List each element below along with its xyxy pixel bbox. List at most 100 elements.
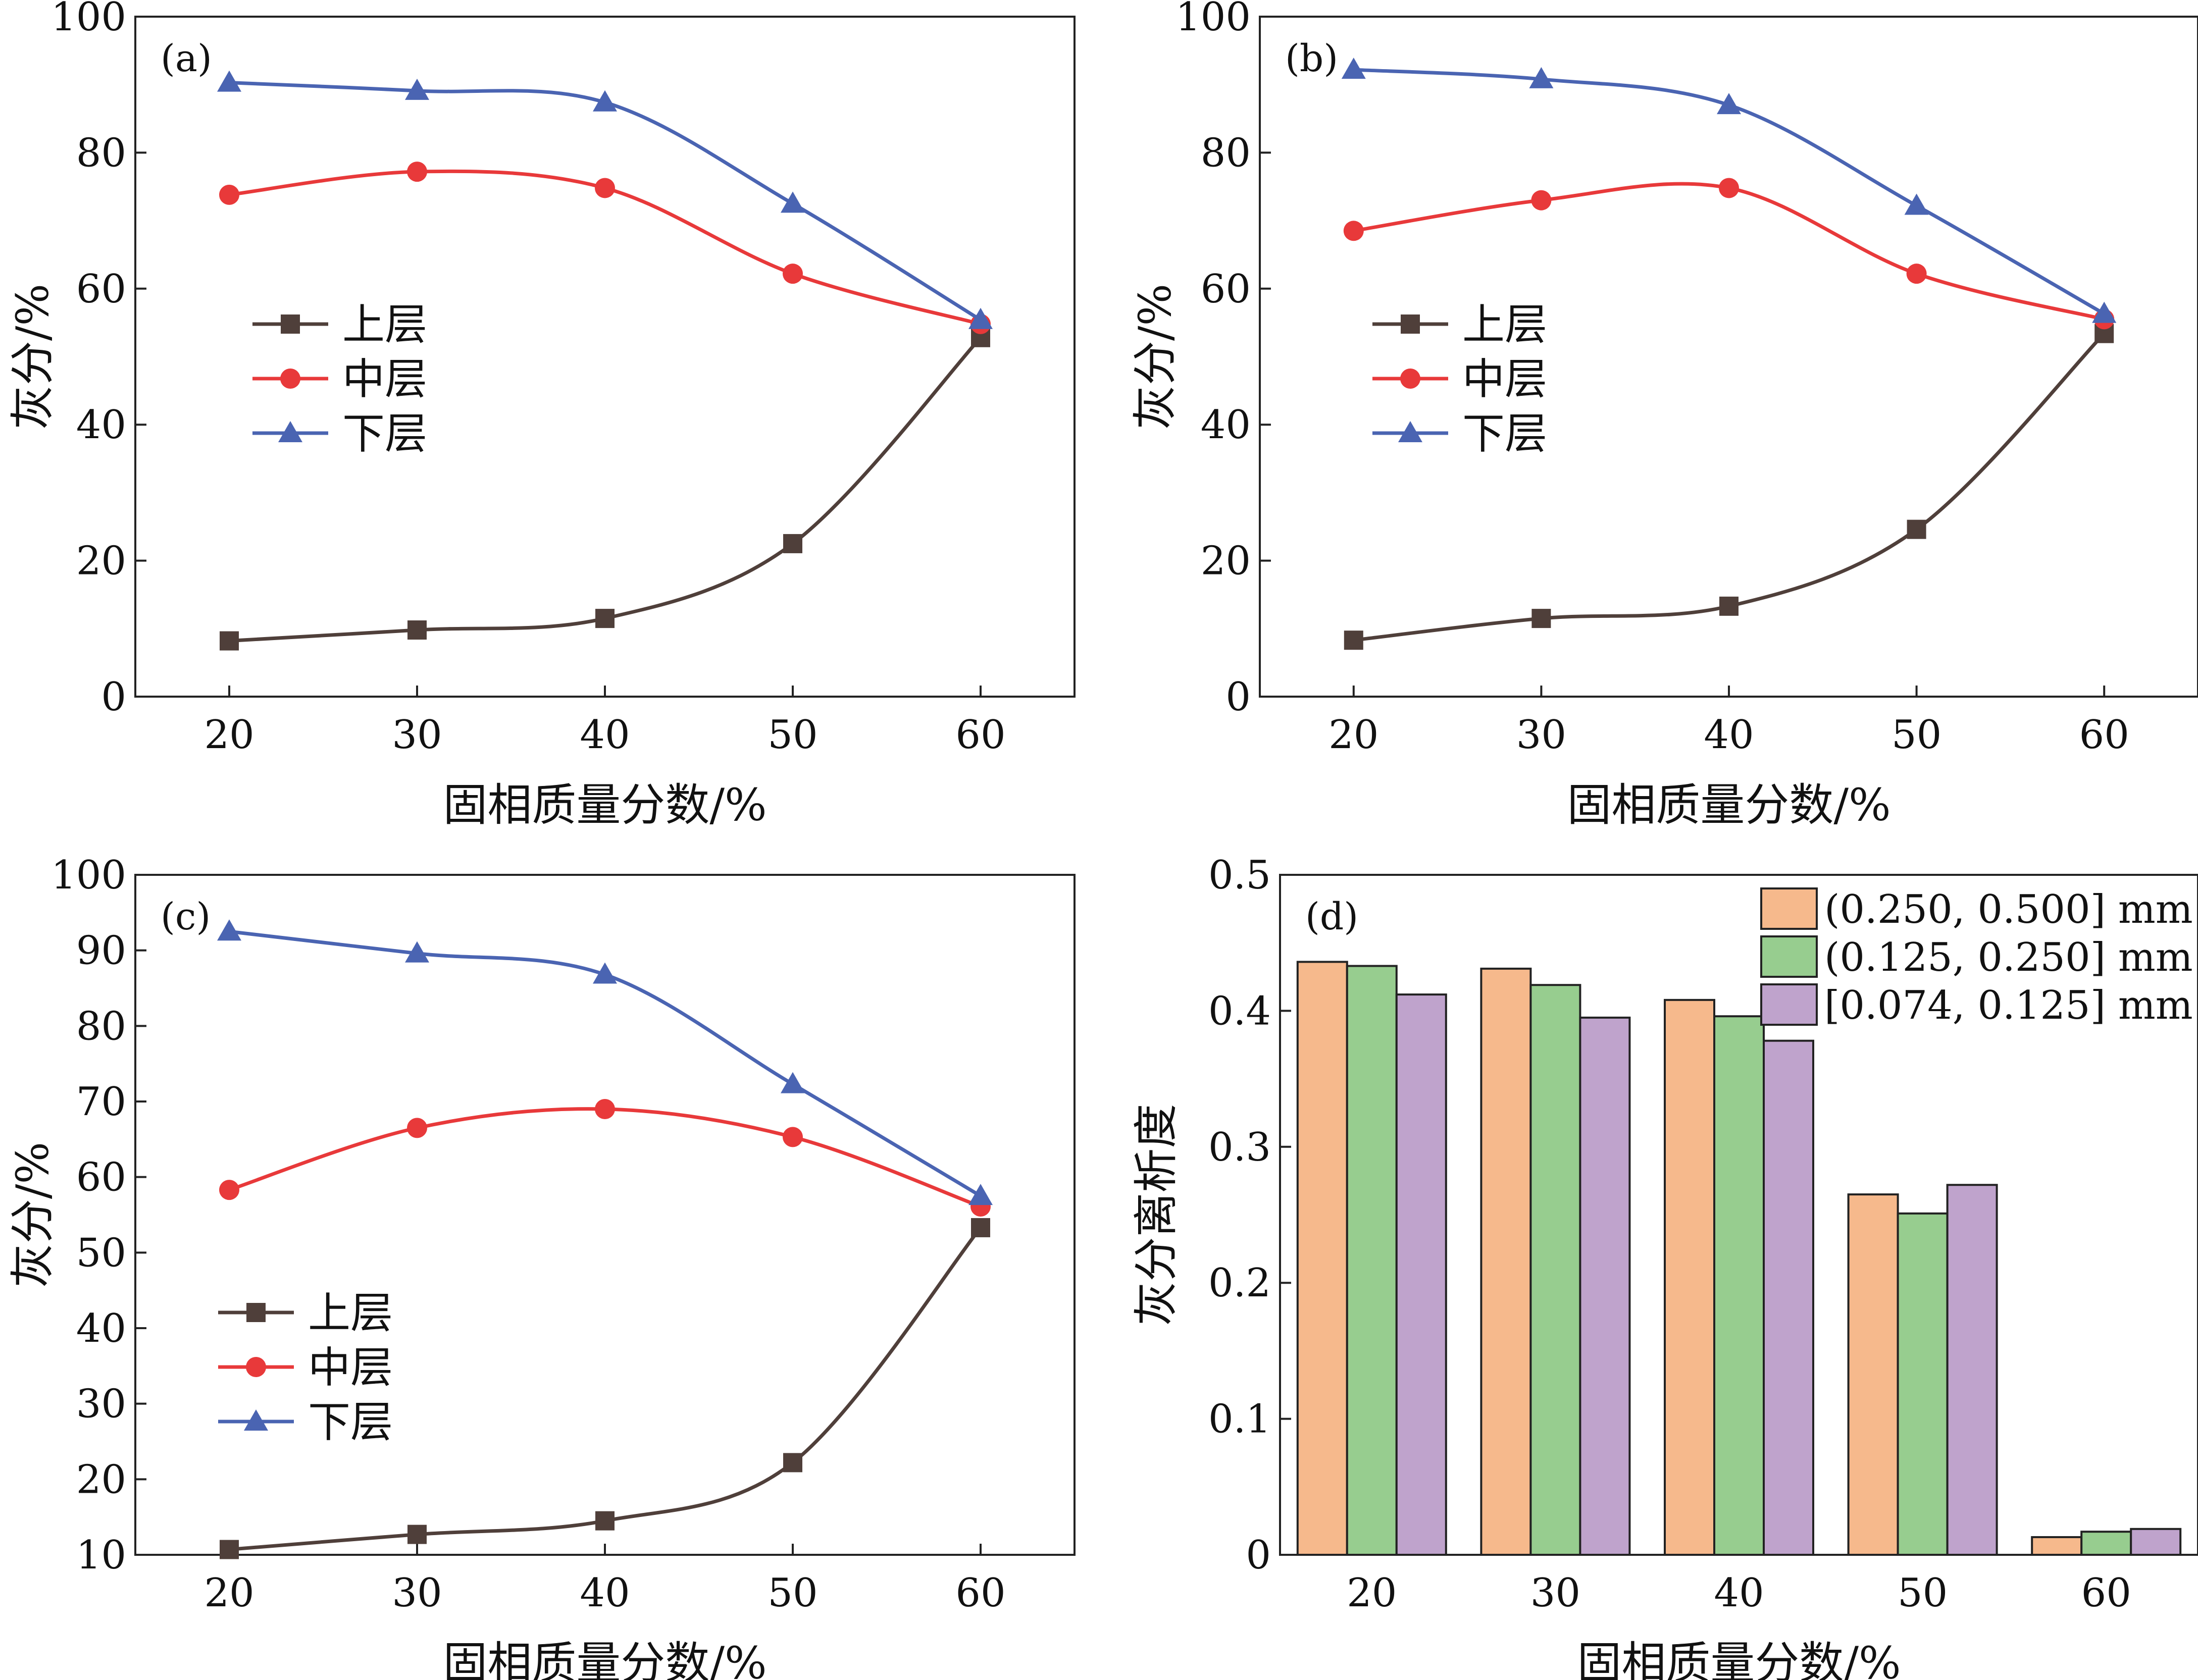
- x-tick-label: 30: [1530, 1570, 1580, 1616]
- legend-swatch: [1760, 887, 1818, 930]
- data-point: [971, 1218, 990, 1237]
- data-point: [1341, 58, 1366, 79]
- bar: [1763, 1039, 1814, 1556]
- panel-label: (a): [161, 37, 212, 80]
- data-point: [1531, 190, 1552, 211]
- data-point: [783, 264, 803, 284]
- y-tick-label: 100: [51, 0, 126, 40]
- y-tick-label: 0: [101, 674, 126, 720]
- data-point: [968, 307, 993, 329]
- x-tick-label: 40: [1704, 712, 1754, 758]
- legend-marker: [1400, 369, 1420, 389]
- series-line: [229, 336, 982, 643]
- legend-marker: [280, 369, 300, 389]
- bar: [1346, 965, 1398, 1556]
- series-line: [1353, 332, 2106, 642]
- data-point: [595, 609, 615, 628]
- x-axis-title: 固相质量分数/%: [1567, 779, 1890, 831]
- x-tick-label: 20: [1328, 712, 1378, 758]
- data-point: [1907, 519, 1926, 539]
- legend-label: 上层: [342, 300, 427, 349]
- x-tick-label: 60: [955, 1570, 1005, 1616]
- legend-label: 下层: [308, 1397, 393, 1447]
- y-axis-title: 灰分/%: [7, 284, 59, 430]
- legend-label: 下层: [342, 409, 427, 458]
- panel-1: 0 20 40 60 80 100 20 30 40 50 60 固相质量分数/% 灰分/% (a) 上层中…: [7, 0, 1076, 831]
- y-tick-label: 50: [76, 1230, 126, 1276]
- data-point: [407, 1118, 427, 1138]
- data-point: [968, 1184, 993, 1205]
- legend-marker: [246, 1303, 266, 1322]
- data-point: [1719, 596, 1739, 616]
- panel-label: (b): [1285, 37, 1338, 80]
- data-point: [219, 1180, 239, 1200]
- data-point: [217, 70, 241, 92]
- bar: [1897, 1212, 1949, 1556]
- bar: [1847, 1193, 1899, 1556]
- data-point: [1343, 221, 1364, 241]
- x-tick-label: 40: [580, 1570, 630, 1616]
- y-tick-label: 10: [76, 1533, 126, 1578]
- y-axis-title: 灰分/%: [7, 1142, 59, 1288]
- y-tick-label: 20: [1201, 539, 1251, 584]
- legend-marker: [1401, 314, 1420, 334]
- data-point: [783, 1453, 802, 1473]
- bar: [2130, 1528, 2182, 1556]
- data-point: [407, 162, 427, 182]
- x-tick-label: 50: [1892, 712, 1941, 758]
- y-tick-label: 0.5: [1208, 853, 1271, 898]
- data-point: [1529, 67, 1554, 88]
- series-line: [229, 81, 982, 322]
- y-tick-label: 0.2: [1208, 1261, 1271, 1306]
- data-point: [407, 620, 427, 640]
- x-tick-label: 40: [1714, 1570, 1764, 1616]
- data-point: [220, 631, 239, 651]
- data-point: [1719, 178, 1739, 198]
- y-tick-label: 30: [76, 1382, 126, 1427]
- data-point: [1904, 193, 1929, 215]
- x-tick-label: 60: [2079, 712, 2129, 758]
- y-tick-label: 80: [76, 1004, 126, 1049]
- y-tick-label: 0: [1246, 1533, 1271, 1578]
- y-tick-label: 100: [51, 853, 126, 898]
- bar: [1395, 993, 1447, 1556]
- data-point: [593, 962, 617, 984]
- data-point: [781, 191, 805, 213]
- x-tick-label: 60: [2081, 1570, 2131, 1616]
- y-tick-label: 90: [76, 928, 126, 974]
- x-tick-label: 30: [1516, 712, 1566, 758]
- y-tick-label: 0.1: [1208, 1397, 1271, 1442]
- y-tick-label: 40: [76, 402, 126, 448]
- data-point: [783, 534, 802, 553]
- data-point: [593, 90, 617, 112]
- data-point: [405, 78, 429, 100]
- y-tick-label: 40: [76, 1306, 126, 1351]
- panel-label: (c): [161, 895, 211, 938]
- x-tick-label: 20: [1347, 1570, 1397, 1616]
- bar: [2080, 1531, 2132, 1556]
- data-point: [1717, 93, 1741, 115]
- panel-label: (d): [1305, 895, 1358, 938]
- y-tick-label: 100: [1175, 0, 1251, 40]
- y-axis-title: 灰分离析度: [1130, 1104, 1182, 1326]
- data-point: [595, 178, 615, 198]
- bar: [1296, 961, 1348, 1556]
- data-point: [2092, 301, 2117, 323]
- bar: [1480, 967, 1532, 1556]
- data-point: [220, 1540, 239, 1559]
- legend-label: 上层: [1462, 300, 1547, 349]
- y-tick-label: 70: [76, 1079, 126, 1125]
- panel-3: 10 20 30 40 50 60 70 80 90 100 20 30 40 50 60 固相质量分数/% 灰…: [7, 853, 1076, 1680]
- x-axis-title: 固相质量分数/%: [443, 1637, 766, 1680]
- y-tick-label: 20: [76, 539, 126, 584]
- y-tick-label: 40: [1201, 402, 1251, 448]
- legend-marker: [1398, 421, 1422, 442]
- y-tick-label: 80: [76, 130, 126, 176]
- y-tick-label: 60: [76, 1155, 126, 1200]
- legend-label: 中层: [342, 354, 427, 404]
- x-tick-label: 40: [580, 712, 630, 758]
- y-axis-title: 灰分/%: [1129, 284, 1181, 430]
- legend-label: 中层: [308, 1343, 393, 1392]
- series-line: [229, 1226, 982, 1552]
